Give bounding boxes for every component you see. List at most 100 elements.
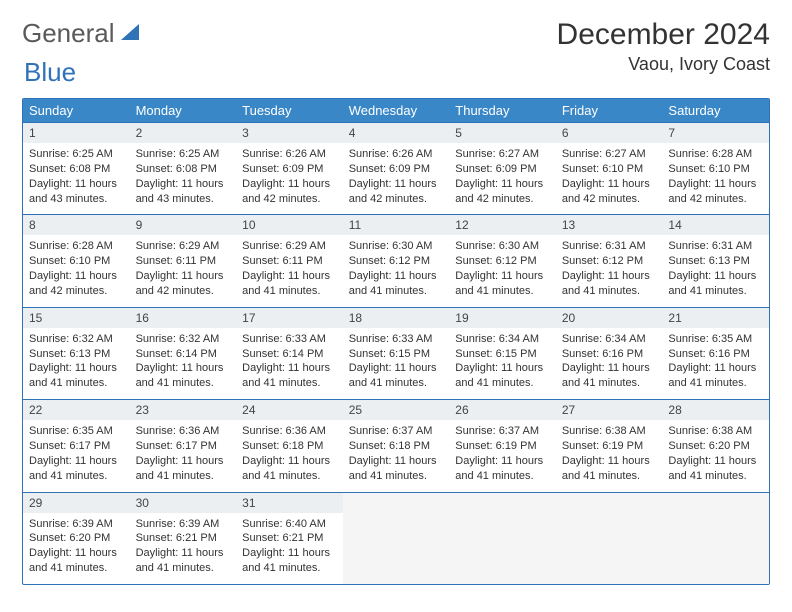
sunset-text: Sunset: 6:17 PM bbox=[29, 439, 124, 454]
day-detail: Sunrise: 6:29 AMSunset: 6:11 PMDaylight:… bbox=[130, 235, 237, 306]
daylight-text: Daylight: 11 hours and 41 minutes. bbox=[29, 546, 124, 576]
sunrise-text: Sunrise: 6:28 AM bbox=[29, 239, 124, 254]
sunset-text: Sunset: 6:15 PM bbox=[455, 347, 550, 362]
daylight-text: Daylight: 11 hours and 41 minutes. bbox=[562, 361, 657, 391]
sunset-text: Sunset: 6:12 PM bbox=[455, 254, 550, 269]
daylight-text: Daylight: 11 hours and 43 minutes. bbox=[29, 177, 124, 207]
day-detail: Sunrise: 6:34 AMSunset: 6:15 PMDaylight:… bbox=[449, 328, 556, 399]
day-header-row: SundayMondayTuesdayWednesdayThursdayFrid… bbox=[23, 99, 769, 122]
day-number bbox=[343, 493, 450, 513]
day-number: 15 bbox=[23, 308, 130, 328]
day-detail: Sunrise: 6:27 AMSunset: 6:09 PMDaylight:… bbox=[449, 143, 556, 214]
sunrise-text: Sunrise: 6:37 AM bbox=[455, 424, 550, 439]
daylight-text: Daylight: 11 hours and 42 minutes. bbox=[668, 177, 763, 207]
sunset-text: Sunset: 6:10 PM bbox=[562, 162, 657, 177]
title-block: December 2024 Vaou, Ivory Coast bbox=[557, 18, 770, 75]
sunrise-text: Sunrise: 6:28 AM bbox=[668, 147, 763, 162]
logo: General bbox=[22, 18, 143, 49]
sunrise-text: Sunrise: 6:25 AM bbox=[136, 147, 231, 162]
location: Vaou, Ivory Coast bbox=[557, 54, 770, 75]
day-header: Thursday bbox=[449, 99, 556, 122]
day-detail: Sunrise: 6:33 AMSunset: 6:14 PMDaylight:… bbox=[236, 328, 343, 399]
daylight-text: Daylight: 11 hours and 42 minutes. bbox=[242, 177, 337, 207]
day-detail: Sunrise: 6:29 AMSunset: 6:11 PMDaylight:… bbox=[236, 235, 343, 306]
sunset-text: Sunset: 6:13 PM bbox=[29, 347, 124, 362]
day-detail: Sunrise: 6:27 AMSunset: 6:10 PMDaylight:… bbox=[556, 143, 663, 214]
day-number: 9 bbox=[130, 215, 237, 235]
sunset-text: Sunset: 6:21 PM bbox=[242, 531, 337, 546]
daylight-text: Daylight: 11 hours and 41 minutes. bbox=[136, 361, 231, 391]
day-detail: Sunrise: 6:30 AMSunset: 6:12 PMDaylight:… bbox=[449, 235, 556, 306]
day-number: 19 bbox=[449, 308, 556, 328]
day-detail: Sunrise: 6:35 AMSunset: 6:16 PMDaylight:… bbox=[662, 328, 769, 399]
day-header: Tuesday bbox=[236, 99, 343, 122]
day-detail: Sunrise: 6:38 AMSunset: 6:19 PMDaylight:… bbox=[556, 420, 663, 491]
sunset-text: Sunset: 6:16 PM bbox=[562, 347, 657, 362]
day-detail: Sunrise: 6:36 AMSunset: 6:18 PMDaylight:… bbox=[236, 420, 343, 491]
day-detail bbox=[556, 513, 663, 584]
daynum-row: 293031 bbox=[23, 492, 769, 513]
daylight-text: Daylight: 11 hours and 41 minutes. bbox=[455, 361, 550, 391]
daynum-row: 15161718192021 bbox=[23, 307, 769, 328]
daylight-text: Daylight: 11 hours and 41 minutes. bbox=[242, 361, 337, 391]
day-number: 8 bbox=[23, 215, 130, 235]
sunset-text: Sunset: 6:17 PM bbox=[136, 439, 231, 454]
day-number: 6 bbox=[556, 123, 663, 143]
sunrise-text: Sunrise: 6:33 AM bbox=[242, 332, 337, 347]
sunset-text: Sunset: 6:20 PM bbox=[668, 439, 763, 454]
day-header: Saturday bbox=[662, 99, 769, 122]
daylight-text: Daylight: 11 hours and 41 minutes. bbox=[242, 546, 337, 576]
logo-text-general: General bbox=[22, 18, 115, 49]
daylight-text: Daylight: 11 hours and 41 minutes. bbox=[349, 269, 444, 299]
daylight-text: Daylight: 11 hours and 41 minutes. bbox=[136, 454, 231, 484]
daylight-text: Daylight: 11 hours and 41 minutes. bbox=[136, 546, 231, 576]
daylight-text: Daylight: 11 hours and 42 minutes. bbox=[562, 177, 657, 207]
day-number: 5 bbox=[449, 123, 556, 143]
sunrise-text: Sunrise: 6:37 AM bbox=[349, 424, 444, 439]
sunrise-text: Sunrise: 6:36 AM bbox=[242, 424, 337, 439]
sunrise-text: Sunrise: 6:38 AM bbox=[668, 424, 763, 439]
sunrise-text: Sunrise: 6:27 AM bbox=[562, 147, 657, 162]
daylight-text: Daylight: 11 hours and 41 minutes. bbox=[349, 361, 444, 391]
sunrise-text: Sunrise: 6:36 AM bbox=[136, 424, 231, 439]
sunset-text: Sunset: 6:08 PM bbox=[29, 162, 124, 177]
day-detail: Sunrise: 6:36 AMSunset: 6:17 PMDaylight:… bbox=[130, 420, 237, 491]
day-detail: Sunrise: 6:31 AMSunset: 6:12 PMDaylight:… bbox=[556, 235, 663, 306]
day-detail: Sunrise: 6:37 AMSunset: 6:19 PMDaylight:… bbox=[449, 420, 556, 491]
day-number: 26 bbox=[449, 400, 556, 420]
day-detail bbox=[343, 513, 450, 584]
day-detail: Sunrise: 6:28 AMSunset: 6:10 PMDaylight:… bbox=[662, 143, 769, 214]
day-detail: Sunrise: 6:31 AMSunset: 6:13 PMDaylight:… bbox=[662, 235, 769, 306]
sunset-text: Sunset: 6:16 PM bbox=[668, 347, 763, 362]
day-detail bbox=[449, 513, 556, 584]
daylight-text: Daylight: 11 hours and 41 minutes. bbox=[455, 454, 550, 484]
daylight-text: Daylight: 11 hours and 41 minutes. bbox=[349, 454, 444, 484]
sunrise-text: Sunrise: 6:30 AM bbox=[349, 239, 444, 254]
day-number: 14 bbox=[662, 215, 769, 235]
sunset-text: Sunset: 6:09 PM bbox=[455, 162, 550, 177]
daylight-text: Daylight: 11 hours and 41 minutes. bbox=[242, 269, 337, 299]
day-detail: Sunrise: 6:34 AMSunset: 6:16 PMDaylight:… bbox=[556, 328, 663, 399]
sunrise-text: Sunrise: 6:25 AM bbox=[29, 147, 124, 162]
sunset-text: Sunset: 6:15 PM bbox=[349, 347, 444, 362]
sunrise-text: Sunrise: 6:34 AM bbox=[455, 332, 550, 347]
daylight-text: Daylight: 11 hours and 41 minutes. bbox=[242, 454, 337, 484]
day-number: 10 bbox=[236, 215, 343, 235]
day-detail: Sunrise: 6:39 AMSunset: 6:21 PMDaylight:… bbox=[130, 513, 237, 584]
day-number: 17 bbox=[236, 308, 343, 328]
sunrise-text: Sunrise: 6:26 AM bbox=[242, 147, 337, 162]
daylight-text: Daylight: 11 hours and 41 minutes. bbox=[29, 454, 124, 484]
day-number: 13 bbox=[556, 215, 663, 235]
sunset-text: Sunset: 6:12 PM bbox=[349, 254, 444, 269]
daylight-text: Daylight: 11 hours and 41 minutes. bbox=[29, 361, 124, 391]
day-detail: Sunrise: 6:25 AMSunset: 6:08 PMDaylight:… bbox=[130, 143, 237, 214]
daylight-text: Daylight: 11 hours and 43 minutes. bbox=[136, 177, 231, 207]
day-number: 31 bbox=[236, 493, 343, 513]
sunrise-text: Sunrise: 6:29 AM bbox=[136, 239, 231, 254]
sunrise-text: Sunrise: 6:35 AM bbox=[668, 332, 763, 347]
day-number: 7 bbox=[662, 123, 769, 143]
day-detail: Sunrise: 6:38 AMSunset: 6:20 PMDaylight:… bbox=[662, 420, 769, 491]
month-title: December 2024 bbox=[557, 18, 770, 52]
day-detail: Sunrise: 6:26 AMSunset: 6:09 PMDaylight:… bbox=[343, 143, 450, 214]
day-header: Wednesday bbox=[343, 99, 450, 122]
